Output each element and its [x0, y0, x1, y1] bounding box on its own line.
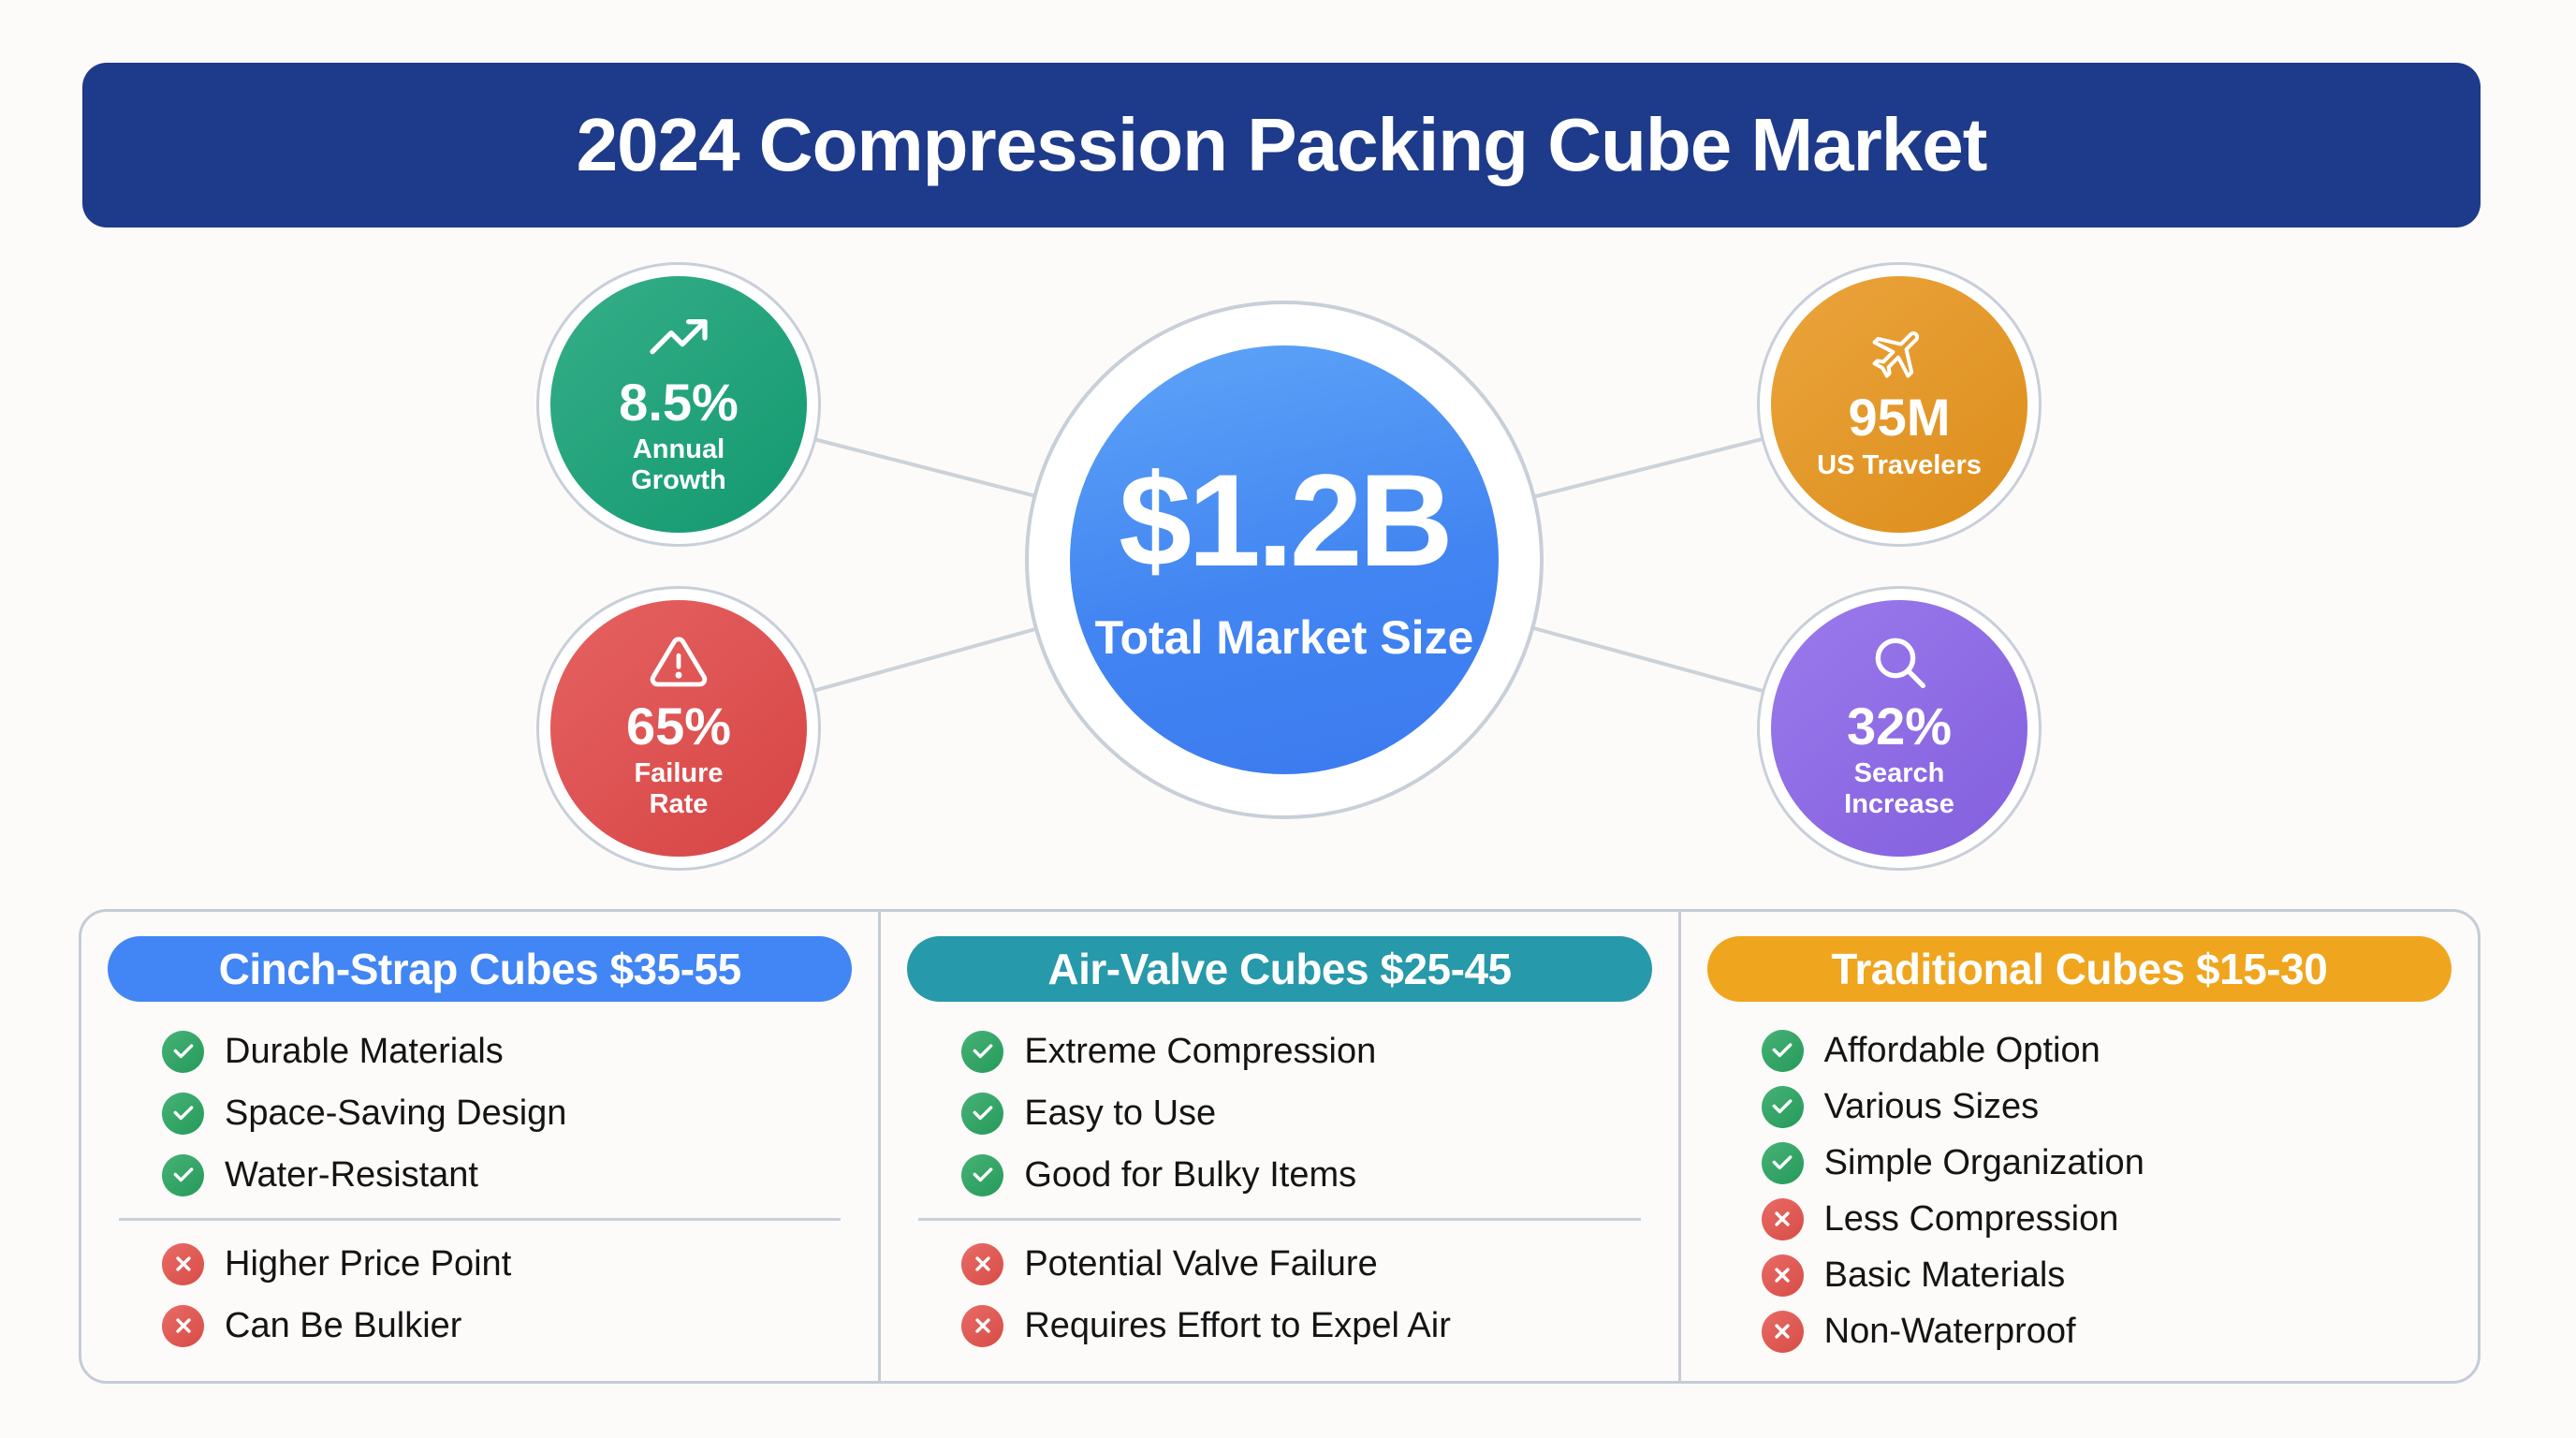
- feature-label: Basic Materials: [1823, 1255, 2066, 1295]
- feature-label: Various Sizes: [1823, 1086, 2040, 1126]
- feature-label: Higher Price Point: [225, 1243, 512, 1284]
- check-icon: [961, 1153, 1004, 1196]
- failure-rate-circle: 65% Failure Rate: [550, 600, 807, 857]
- market-size-label: Total Market Size: [1094, 611, 1474, 664]
- feature-label: Affordable Option: [1823, 1030, 2100, 1070]
- con-item: Requires Effort to Expel Air: [961, 1295, 1640, 1357]
- annual-growth-circle: 8.5% Annual Growth: [550, 276, 807, 533]
- stat-label: Annual Growth: [631, 434, 726, 495]
- pros-cons-divider: [918, 1218, 1641, 1221]
- stat-us-travelers: 95M US Travelers: [1757, 262, 2042, 547]
- check-icon: [162, 1030, 204, 1073]
- feature-label: Can Be Bulkier: [225, 1305, 462, 1345]
- feature-label: Non-Waterproof: [1823, 1311, 2076, 1351]
- x-icon: [1761, 1254, 1804, 1297]
- feature-list: Durable Materials Space-Saving Design Wate…: [119, 1020, 842, 1357]
- feature-label: Water-Resistant: [225, 1154, 478, 1195]
- con-item: Non-Waterproof: [1761, 1303, 2440, 1359]
- stat-annual-growth: 8.5% Annual Growth: [536, 262, 821, 547]
- x-icon: [961, 1304, 1004, 1347]
- card-traditional-cubes: Traditional Cubes $15-30 Affordable Opti…: [1677, 912, 2478, 1381]
- feature-list: Affordable Option Various Sizes Simple Org…: [1761, 1022, 2440, 1359]
- pro-item: Extreme Compression: [961, 1020, 1640, 1082]
- x-icon: [162, 1242, 204, 1285]
- airplane-icon: [1869, 323, 1929, 383]
- con-item: Basic Materials: [1761, 1247, 2440, 1303]
- check-icon: [1761, 1141, 1804, 1184]
- pro-item: Durable Materials: [162, 1020, 841, 1082]
- stat-label: Failure Rate: [634, 758, 724, 819]
- feature-label: Simple Organization: [1823, 1142, 2144, 1182]
- stat-search-increase: 32% Search Increase: [1757, 586, 2042, 871]
- warning-icon: [649, 632, 709, 692]
- feature-label: Less Compression: [1823, 1198, 2119, 1239]
- stat-value: 95M: [1848, 387, 1951, 447]
- pro-item: Space-Saving Design: [162, 1082, 841, 1144]
- total-market-circle: $1.2B Total Market Size: [1070, 345, 1499, 774]
- pro-item: Various Sizes: [1761, 1078, 2440, 1135]
- feature-label: Good for Bulky Items: [1024, 1154, 1357, 1195]
- x-icon: [1761, 1310, 1804, 1353]
- stat-label: US Travelers: [1817, 449, 1982, 480]
- stat-value: 32%: [1846, 696, 1953, 756]
- card-air-valve-cubes: Air-Valve Cubes $25-45 Extreme Compressi…: [878, 912, 1677, 1381]
- check-icon: [1761, 1029, 1804, 1072]
- check-icon: [961, 1092, 1004, 1135]
- us-travelers-circle: 95M US Travelers: [1771, 276, 2027, 533]
- page-title: 2024 Compression Packing Cube Market: [576, 103, 1988, 186]
- search-increase-circle: 32% Search Increase: [1771, 600, 2027, 857]
- feature-label: Requires Effort to Expel Air: [1024, 1305, 1451, 1345]
- pro-item: Affordable Option: [1761, 1022, 2440, 1078]
- check-icon: [961, 1030, 1004, 1073]
- con-item: Higher Price Point: [162, 1233, 841, 1295]
- total-market-ring: $1.2B Total Market Size: [1025, 301, 1544, 819]
- x-icon: [961, 1242, 1004, 1285]
- feature-label: Extreme Compression: [1024, 1031, 1377, 1071]
- card-cinch-strap-cubes: Cinch-Strap Cubes $35-55 Durable Materia…: [81, 912, 878, 1381]
- feature-label: Potential Valve Failure: [1024, 1243, 1378, 1284]
- stat-value: 65%: [625, 696, 732, 756]
- feature-list: Extreme Compression Easy to Use Good for B…: [918, 1020, 1641, 1357]
- check-icon: [162, 1092, 204, 1135]
- card-header: Traditional Cubes $15-30: [1706, 936, 2452, 1002]
- pro-item: Good for Bulky Items: [961, 1144, 1640, 1206]
- card-header: Cinch-Strap Cubes $35-55: [108, 936, 853, 1002]
- pros-cons-divider: [119, 1218, 842, 1221]
- check-icon: [162, 1153, 204, 1196]
- product-comparison-cards: Cinch-Strap Cubes $35-55 Durable Materia…: [79, 909, 2481, 1384]
- pro-item: Water-Resistant: [162, 1144, 841, 1206]
- con-item: Potential Valve Failure: [961, 1233, 1640, 1295]
- market-size-value: $1.2B: [1119, 447, 1454, 594]
- feature-label: Easy to Use: [1024, 1093, 1217, 1133]
- title-banner: 2024 Compression Packing Cube Market: [82, 63, 2481, 227]
- trending-up-icon: [649, 308, 709, 368]
- feature-label: Durable Materials: [225, 1031, 504, 1071]
- pro-item: Easy to Use: [961, 1082, 1640, 1144]
- check-icon: [1761, 1085, 1804, 1128]
- con-item: Less Compression: [1761, 1191, 2440, 1247]
- feature-label: Space-Saving Design: [225, 1093, 567, 1133]
- card-header: Air-Valve Cubes $25-45: [907, 936, 1652, 1002]
- x-icon: [162, 1304, 204, 1347]
- x-icon: [1761, 1197, 1804, 1240]
- stat-value: 8.5%: [619, 372, 739, 432]
- con-item: Can Be Bulkier: [162, 1295, 841, 1357]
- search-icon: [1869, 632, 1929, 692]
- stat-failure-rate: 65% Failure Rate: [536, 586, 821, 871]
- pro-item: Simple Organization: [1761, 1135, 2440, 1191]
- stat-label: Search Increase: [1844, 758, 1954, 819]
